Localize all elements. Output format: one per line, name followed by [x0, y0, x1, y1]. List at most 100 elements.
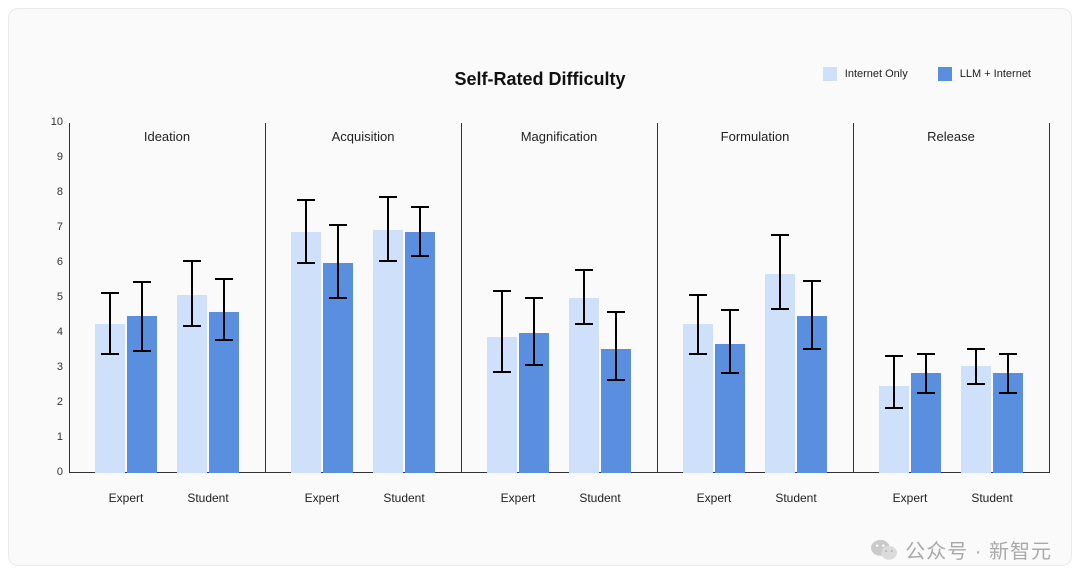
error-bar-cap	[133, 281, 151, 283]
y-tick-label: 4	[37, 326, 63, 338]
error-bar	[729, 310, 731, 373]
panel-label: Formulation	[657, 129, 853, 144]
error-bar-cap	[525, 364, 543, 366]
bar	[405, 232, 435, 474]
error-bar	[419, 207, 421, 256]
y-tick-label: 3	[37, 361, 63, 373]
panel-divider	[853, 123, 854, 473]
error-bar-cap	[215, 339, 233, 341]
x-group-label: Expert	[880, 491, 940, 505]
error-bar	[893, 356, 895, 409]
error-bar-cap	[493, 371, 511, 373]
legend-label: LLM + Internet	[960, 68, 1031, 80]
error-bar	[697, 295, 699, 355]
legend-label: Internet Only	[845, 68, 908, 80]
error-bar-cap	[917, 353, 935, 355]
legend-swatch	[938, 67, 952, 81]
error-bar-cap	[885, 355, 903, 357]
watermark: 公众号 · 新智元	[871, 535, 1052, 564]
y-tick-label: 9	[37, 151, 63, 163]
panel-label: Release	[853, 129, 1049, 144]
y-tick-label: 8	[37, 186, 63, 198]
legend: Internet Only LLM + Internet	[823, 67, 1031, 81]
error-bar-cap	[101, 292, 119, 294]
error-bar	[583, 270, 585, 324]
error-bar	[811, 281, 813, 349]
panel-label: Magnification	[461, 129, 657, 144]
error-bar-cap	[803, 348, 821, 350]
watermark-text: 公众号 · 新智元	[905, 535, 1052, 564]
panel-divider	[265, 123, 266, 473]
bar	[291, 232, 321, 474]
error-bar	[975, 349, 977, 384]
legend-swatch	[823, 67, 837, 81]
error-bar-cap	[329, 224, 347, 226]
y-tick-label: 5	[37, 291, 63, 303]
error-bar-cap	[721, 309, 739, 311]
error-bar	[337, 225, 339, 299]
y-tick-label: 1	[37, 431, 63, 443]
error-bar-cap	[607, 379, 625, 381]
error-bar-cap	[329, 297, 347, 299]
error-bar-cap	[297, 262, 315, 264]
panel-divider	[69, 123, 70, 473]
error-bar-cap	[607, 311, 625, 313]
error-bar-cap	[379, 196, 397, 198]
error-bar-cap	[771, 234, 789, 236]
error-bar	[141, 282, 143, 350]
error-bar-cap	[721, 372, 739, 374]
error-bar-cap	[215, 278, 233, 280]
error-bar-cap	[885, 407, 903, 409]
error-bar-cap	[525, 297, 543, 299]
error-bar	[109, 293, 111, 354]
panel-label: Acquisition	[265, 129, 461, 144]
error-bar-cap	[411, 255, 429, 257]
x-group-label: Student	[178, 491, 238, 505]
error-bar-cap	[999, 353, 1017, 355]
error-bar-cap	[967, 348, 985, 350]
error-bar-cap	[183, 260, 201, 262]
y-tick-label: 0	[37, 466, 63, 478]
x-group-label: Expert	[684, 491, 744, 505]
x-group-label: Expert	[292, 491, 352, 505]
x-group-label: Expert	[488, 491, 548, 505]
bar	[373, 230, 403, 473]
error-bar	[615, 312, 617, 380]
y-tick-label: 2	[37, 396, 63, 408]
y-tick-label: 7	[37, 221, 63, 233]
error-bar-cap	[379, 260, 397, 262]
chart-card: Self-Rated Difficulty Internet Only LLM …	[8, 8, 1072, 566]
panel-divider	[461, 123, 462, 473]
y-tick-label: 6	[37, 256, 63, 268]
error-bar	[191, 261, 193, 326]
x-group-label: Student	[374, 491, 434, 505]
legend-item-internet-only: Internet Only	[823, 67, 908, 81]
x-group-label: Student	[962, 491, 1022, 505]
error-bar	[223, 279, 225, 340]
error-bar	[305, 200, 307, 263]
x-group-label: Student	[570, 491, 630, 505]
error-bar	[925, 354, 927, 393]
error-bar	[533, 298, 535, 365]
error-bar-cap	[297, 199, 315, 201]
error-bar-cap	[101, 353, 119, 355]
error-bar	[387, 197, 389, 262]
panel-divider	[1049, 123, 1050, 473]
error-bar	[1007, 354, 1009, 393]
error-bar-cap	[493, 290, 511, 292]
x-group-label: Expert	[96, 491, 156, 505]
legend-item-llm-internet: LLM + Internet	[938, 67, 1031, 81]
error-bar-cap	[689, 294, 707, 296]
error-bar-cap	[575, 323, 593, 325]
plot-area: IdeationAcquisitionMagnificationFormulat…	[69, 123, 1049, 473]
error-bar-cap	[575, 269, 593, 271]
error-bar	[501, 291, 503, 372]
wechat-icon	[871, 539, 897, 561]
x-group-label: Student	[766, 491, 826, 505]
error-bar-cap	[689, 353, 707, 355]
panel-label: Ideation	[69, 129, 265, 144]
error-bar-cap	[999, 392, 1017, 394]
error-bar-cap	[967, 383, 985, 385]
error-bar-cap	[183, 325, 201, 327]
y-tick-label: 10	[37, 116, 63, 128]
